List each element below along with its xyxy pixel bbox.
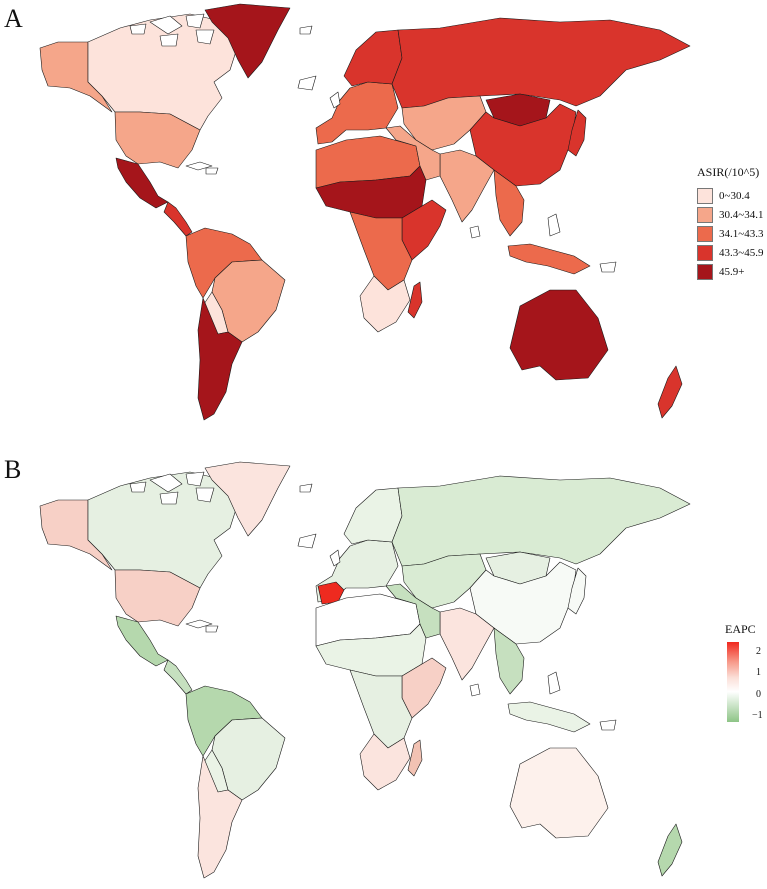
eapc-legend-title: EAPC bbox=[725, 622, 756, 636]
asir-island-outline bbox=[297, 75, 317, 91]
eapc-island-outline bbox=[469, 683, 481, 697]
colorbar-tick: 1 bbox=[756, 667, 761, 678]
asir-region-central-africa bbox=[349, 211, 413, 291]
asir-world-map bbox=[39, 3, 691, 421]
eapc-world-map bbox=[39, 461, 691, 879]
eapc-region-japan bbox=[567, 567, 587, 615]
eapc-region-sahel bbox=[315, 623, 427, 677]
colorbar-tick: 2 bbox=[756, 646, 761, 657]
eapc-legend: EAPC 2 1 0 −1 bbox=[725, 622, 763, 722]
eapc-island-outline bbox=[129, 481, 147, 493]
asir-region-middle-east bbox=[385, 125, 441, 181]
asir-region-canada bbox=[87, 13, 239, 131]
asir-region-greenland bbox=[204, 3, 291, 79]
legend-swatch bbox=[697, 263, 713, 280]
asir-legend: ASIR(/10^5) 0~30.4 30.4~34.1 34.1~43.3 4… bbox=[697, 165, 763, 281]
legend-swatch bbox=[697, 225, 713, 242]
eapc-region-russia bbox=[391, 475, 691, 567]
asir-island-outline bbox=[469, 225, 481, 239]
eapc-region-central-america bbox=[163, 659, 193, 695]
eapc-region-indonesia bbox=[507, 701, 591, 733]
eapc-region-southern-cone bbox=[197, 755, 243, 879]
legend-swatch bbox=[697, 244, 713, 261]
legend-swatch bbox=[697, 187, 713, 204]
asir-region-russia bbox=[391, 17, 691, 109]
eapc-region-mexico bbox=[115, 615, 169, 667]
eapc-region-southeast-asia bbox=[493, 627, 525, 695]
asir-region-india bbox=[439, 149, 495, 223]
asir-island-outline bbox=[205, 167, 219, 175]
legend-label: 30.4~34.1 bbox=[719, 208, 764, 221]
eapc-region-greenland bbox=[204, 461, 291, 537]
legend-label: 34.1~43.3 bbox=[719, 227, 764, 240]
legend-label: 43.3~45.9 bbox=[719, 246, 764, 259]
asir-region-scandinavia bbox=[343, 29, 403, 87]
asir-island-outline bbox=[299, 25, 313, 35]
eapc-region-middle-east bbox=[385, 583, 441, 639]
eapc-region-canada bbox=[87, 471, 239, 589]
eapc-region-southern-africa bbox=[359, 733, 411, 791]
asir-region-sahel bbox=[315, 165, 427, 219]
asir-region-mexico bbox=[115, 157, 169, 209]
legend-swatch bbox=[697, 206, 713, 223]
eapc-island-outline bbox=[297, 533, 317, 549]
asir-region-southern-africa bbox=[359, 275, 411, 333]
asir-island-outline bbox=[547, 213, 561, 237]
colorbar-tick: −1 bbox=[752, 710, 763, 721]
colorbar-tick: 0 bbox=[756, 689, 761, 700]
asir-island-outline bbox=[185, 13, 205, 29]
asir-region-southeast-asia bbox=[493, 169, 525, 237]
asir-region-madagascar bbox=[407, 281, 423, 319]
asir-region-southern-cone bbox=[197, 297, 243, 421]
asir-island-outline bbox=[129, 23, 147, 35]
asir-region-alaska bbox=[39, 41, 113, 113]
eapc-region-india bbox=[439, 607, 495, 681]
eapc-island-outline bbox=[185, 471, 205, 487]
legend-item: 0~30.4 bbox=[697, 186, 763, 205]
panel-b-label: B bbox=[4, 455, 22, 484]
asir-region-japan bbox=[567, 109, 587, 157]
asir-legend-title: ASIR(/10^5) bbox=[697, 165, 760, 179]
eapc-island-outline bbox=[159, 491, 179, 505]
legend-label: 0~30.4 bbox=[719, 189, 750, 202]
legend-item: 45.9+ bbox=[697, 262, 763, 281]
eapc-island-outline bbox=[599, 719, 617, 731]
asir-island-outline bbox=[599, 261, 617, 273]
eapc-region-australia bbox=[509, 747, 609, 839]
eapc-region-scandinavia bbox=[343, 487, 403, 545]
eapc-region-central-africa bbox=[349, 669, 413, 749]
asir-region-australia bbox=[509, 289, 609, 381]
asir-region-central-america bbox=[163, 201, 193, 237]
asir-region-new-zealand bbox=[657, 365, 683, 419]
asir-island-outline bbox=[195, 29, 215, 45]
panel-a-label: A bbox=[4, 4, 23, 33]
eapc-island-outline bbox=[299, 483, 313, 493]
legend-item: 43.3~45.9 bbox=[697, 243, 763, 262]
asir-island-outline bbox=[159, 33, 179, 47]
legend-item: 34.1~43.3 bbox=[697, 224, 763, 243]
eapc-region-alaska bbox=[39, 499, 113, 571]
asir-region-indonesia bbox=[507, 243, 591, 275]
legend-label: 45.9+ bbox=[719, 265, 745, 278]
eapc-island-outline bbox=[149, 473, 183, 493]
eapc-island-outline bbox=[329, 549, 341, 567]
asir-region-western-europe bbox=[315, 81, 399, 145]
legend-item: 30.4~34.1 bbox=[697, 205, 763, 224]
eapc-island-outline bbox=[195, 487, 215, 503]
asir-island-outline bbox=[185, 161, 213, 171]
eapc-island-outline bbox=[547, 671, 561, 695]
eapc-island-outline bbox=[205, 625, 219, 633]
eapc-region-usa bbox=[114, 569, 201, 627]
eapc-island-outline bbox=[185, 619, 213, 629]
asir-island-outline bbox=[329, 91, 341, 109]
asir-region-usa bbox=[114, 111, 201, 169]
eapc-region-spain bbox=[317, 581, 345, 605]
asir-island-outline bbox=[149, 15, 183, 35]
eapc-colorbar bbox=[727, 642, 739, 722]
eapc-region-new-zealand bbox=[657, 823, 683, 877]
eapc-region-madagascar bbox=[407, 739, 423, 777]
